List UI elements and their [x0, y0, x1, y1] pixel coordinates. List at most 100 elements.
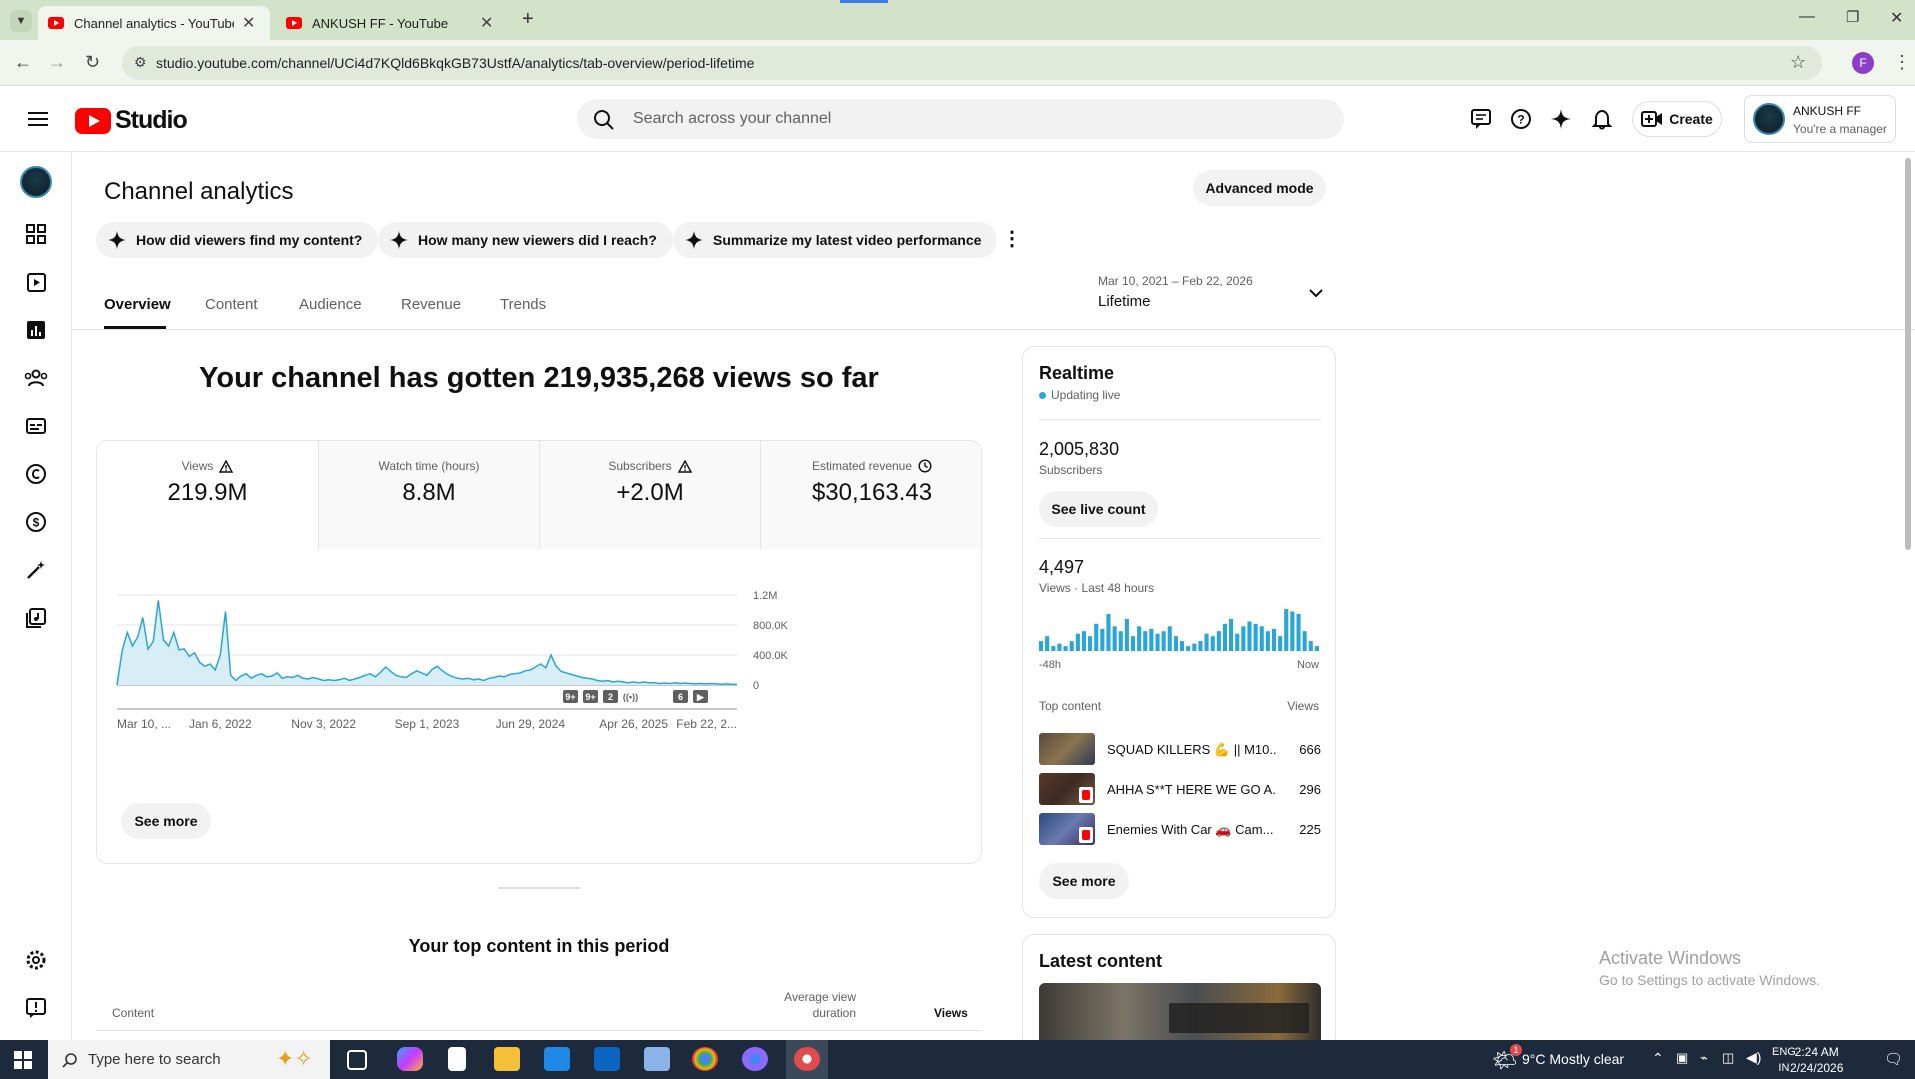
divider — [1039, 419, 1321, 420]
advanced-mode-button[interactable]: Advanced mode — [1193, 170, 1326, 206]
ask-chip-traffic[interactable]: How did viewers find my content? — [96, 222, 379, 258]
copyright-icon[interactable] — [22, 460, 50, 488]
studio-logo[interactable]: Studio — [75, 106, 188, 135]
see-more-button[interactable]: See more — [121, 803, 211, 839]
tab-revenue[interactable]: Revenue — [401, 296, 462, 313]
see-live-count-button[interactable]: See live count — [1039, 491, 1158, 527]
window-close-button[interactable]: ✕ — [1890, 10, 1904, 27]
customization-wand-icon[interactable] — [22, 556, 50, 584]
feedback-chat-icon[interactable] — [1464, 102, 1498, 136]
column-header-avd-line2[interactable]: duration — [812, 1006, 856, 1020]
back-arrow-icon[interactable]: ← — [14, 52, 32, 72]
create-button[interactable]: Create — [1632, 101, 1722, 137]
page-scrollbar[interactable] — [1905, 158, 1911, 550]
network-icon[interactable]: ⌁ — [1700, 1050, 1708, 1065]
taskbar-search[interactable]: Type here to search ✦✧ — [48, 1040, 330, 1079]
metric-tab-revenue[interactable]: Estimated revenue $30,163.43 — [760, 441, 981, 549]
minimize-button[interactable]: — — [1799, 8, 1815, 25]
column-header-views[interactable]: Views — [934, 1006, 968, 1020]
browser-tab-channel[interactable]: ANKUSH FF - YouTube ✕ — [276, 6, 508, 40]
notepad-icon[interactable] — [448, 1047, 466, 1071]
app-icon[interactable] — [644, 1047, 670, 1071]
volume-icon[interactable]: ◀) — [1746, 1049, 1762, 1065]
help-icon[interactable]: ? — [1504, 102, 1538, 136]
views-line-chart[interactable]: 0 400.0K 800.0K 1.2M Mar 10, ... Jan 6, 2022… — [97, 549, 982, 799]
chrome-profile-icon[interactable] — [742, 1047, 768, 1071]
profile-avatar[interactable]: F — [1852, 52, 1874, 74]
forward-arrow-icon[interactable]: → — [48, 52, 66, 72]
more-options-icon[interactable]: ⋮ — [1002, 228, 1022, 250]
chrome-icon[interactable] — [692, 1047, 718, 1071]
new-tab-button[interactable]: + — [522, 8, 534, 30]
reload-icon[interactable]: ↻ — [85, 52, 101, 72]
ask-chip-summarize[interactable]: Summarize my latest video performance — [673, 222, 998, 258]
weather-icon[interactable]: 🌤 — [1492, 1050, 1518, 1072]
column-header-avd-line1[interactable]: Average view — [784, 990, 856, 1004]
earn-dollar-icon[interactable]: $ — [22, 508, 50, 536]
subtitles-icon[interactable] — [22, 412, 50, 440]
address-bar[interactable]: ⚙ studio.youtube.com/channel/UCi4d7KQld6… — [122, 46, 1822, 80]
list-item[interactable]: Enemies With Car 🚗 Cam... 225 — [1039, 813, 1321, 847]
meet-now-icon[interactable]: ▣ — [1676, 1050, 1689, 1065]
close-icon[interactable]: ✕ — [480, 15, 494, 32]
outlook-icon[interactable] — [594, 1047, 620, 1071]
realtime-bar — [1075, 633, 1080, 651]
tab-content[interactable]: Content — [205, 296, 258, 313]
list-item[interactable]: SQUAD KILLERS 💪 || M10... 666 — [1039, 733, 1321, 767]
tab-trends[interactable]: Trends — [500, 296, 547, 313]
site-info-icon[interactable]: ⚙ — [134, 54, 147, 70]
realtime-views-bar-chart[interactable] — [1039, 609, 1321, 651]
metric-tab-subscribers[interactable]: Subscribers +2.0M — [539, 441, 760, 549]
realtime-bar — [1051, 646, 1056, 651]
chevron-up-icon[interactable]: ⌃ — [1652, 1050, 1664, 1066]
close-icon[interactable]: ✕ — [242, 15, 256, 32]
tab-overview[interactable]: Overview — [104, 296, 171, 313]
channel-avatar[interactable] — [20, 166, 52, 198]
windows-start-icon[interactable] — [14, 1051, 32, 1069]
metric-tab-views[interactable]: Views 219.9M — [97, 441, 318, 549]
taskbar-search-input[interactable]: Type here to search — [88, 1051, 221, 1068]
tab-search-button[interactable]: ▼ — [10, 10, 32, 32]
send-feedback-icon[interactable] — [22, 994, 50, 1022]
realtime-bar — [1155, 633, 1160, 651]
chrome-active-icon[interactable] — [794, 1047, 820, 1071]
analytics-icon[interactable] — [22, 316, 50, 344]
browser-tab-analytics[interactable]: Channel analytics - YouTube Studio ✕ — [38, 6, 270, 40]
notification-center-icon[interactable]: 🗨 — [1884, 1051, 1904, 1068]
period-selector[interactable]: Mar 10, 2021 – Feb 22, 2026 Lifetime — [1098, 274, 1326, 314]
sparkle-icon[interactable] — [1544, 102, 1578, 136]
list-item[interactable]: AHHA S**T HERE WE GO A... 296 — [1039, 773, 1321, 807]
file-explorer-icon[interactable] — [494, 1047, 520, 1071]
system-clock[interactable]: 2:24 AM 2/24/2026 — [1790, 1044, 1843, 1076]
ask-chip-new-viewers[interactable]: How many new viewers did I reach? — [378, 222, 673, 258]
browser-menu-icon[interactable]: ⋮ — [1893, 52, 1911, 72]
bookmark-star-icon[interactable]: ☆ — [1790, 52, 1807, 72]
metric-tab-watch-time[interactable]: Watch time (hours) 8.8M — [318, 441, 539, 549]
chart-event-marker[interactable]: 6 — [673, 690, 688, 703]
chart-event-marker[interactable]: ((•)) — [623, 692, 638, 702]
url-text[interactable]: studio.youtube.com/channel/UCi4d7KQld6Bk… — [156, 55, 755, 71]
microsoft-store-icon[interactable] — [544, 1047, 570, 1071]
account-switcher[interactable]: ANKUSH FF You're a manager — [1744, 95, 1896, 143]
chart-event-marker[interactable]: 9+ — [563, 690, 578, 703]
notifications-bell-icon[interactable] — [1585, 102, 1619, 136]
search-box[interactable]: Search across your channel — [577, 99, 1344, 139]
copilot-icon[interactable] — [397, 1047, 423, 1071]
task-view-icon[interactable] — [347, 1050, 367, 1070]
audio-library-icon[interactable] — [22, 604, 50, 632]
tab-audience[interactable]: Audience — [299, 296, 362, 313]
search-input[interactable]: Search across your channel — [633, 110, 832, 127]
dashboard-icon[interactable] — [22, 220, 50, 248]
restore-button[interactable]: ❐ — [1846, 9, 1860, 26]
hamburger-menu-icon[interactable] — [21, 102, 55, 136]
weather-text[interactable]: 9°C Mostly clear — [1522, 1051, 1625, 1067]
community-icon[interactable] — [22, 364, 50, 392]
chart-event-marker[interactable]: 2 — [603, 690, 618, 703]
content-icon[interactable] — [22, 268, 50, 296]
settings-gear-icon[interactable] — [22, 946, 50, 974]
realtime-see-more-button[interactable]: See more — [1039, 863, 1129, 899]
chart-event-marker[interactable]: 9+ — [583, 690, 598, 703]
input-language[interactable]: ENG IN — [1772, 1044, 1796, 1076]
chart-event-marker[interactable]: ▶ — [693, 690, 708, 703]
wifi-icon[interactable]: ◫ — [1722, 1050, 1735, 1065]
